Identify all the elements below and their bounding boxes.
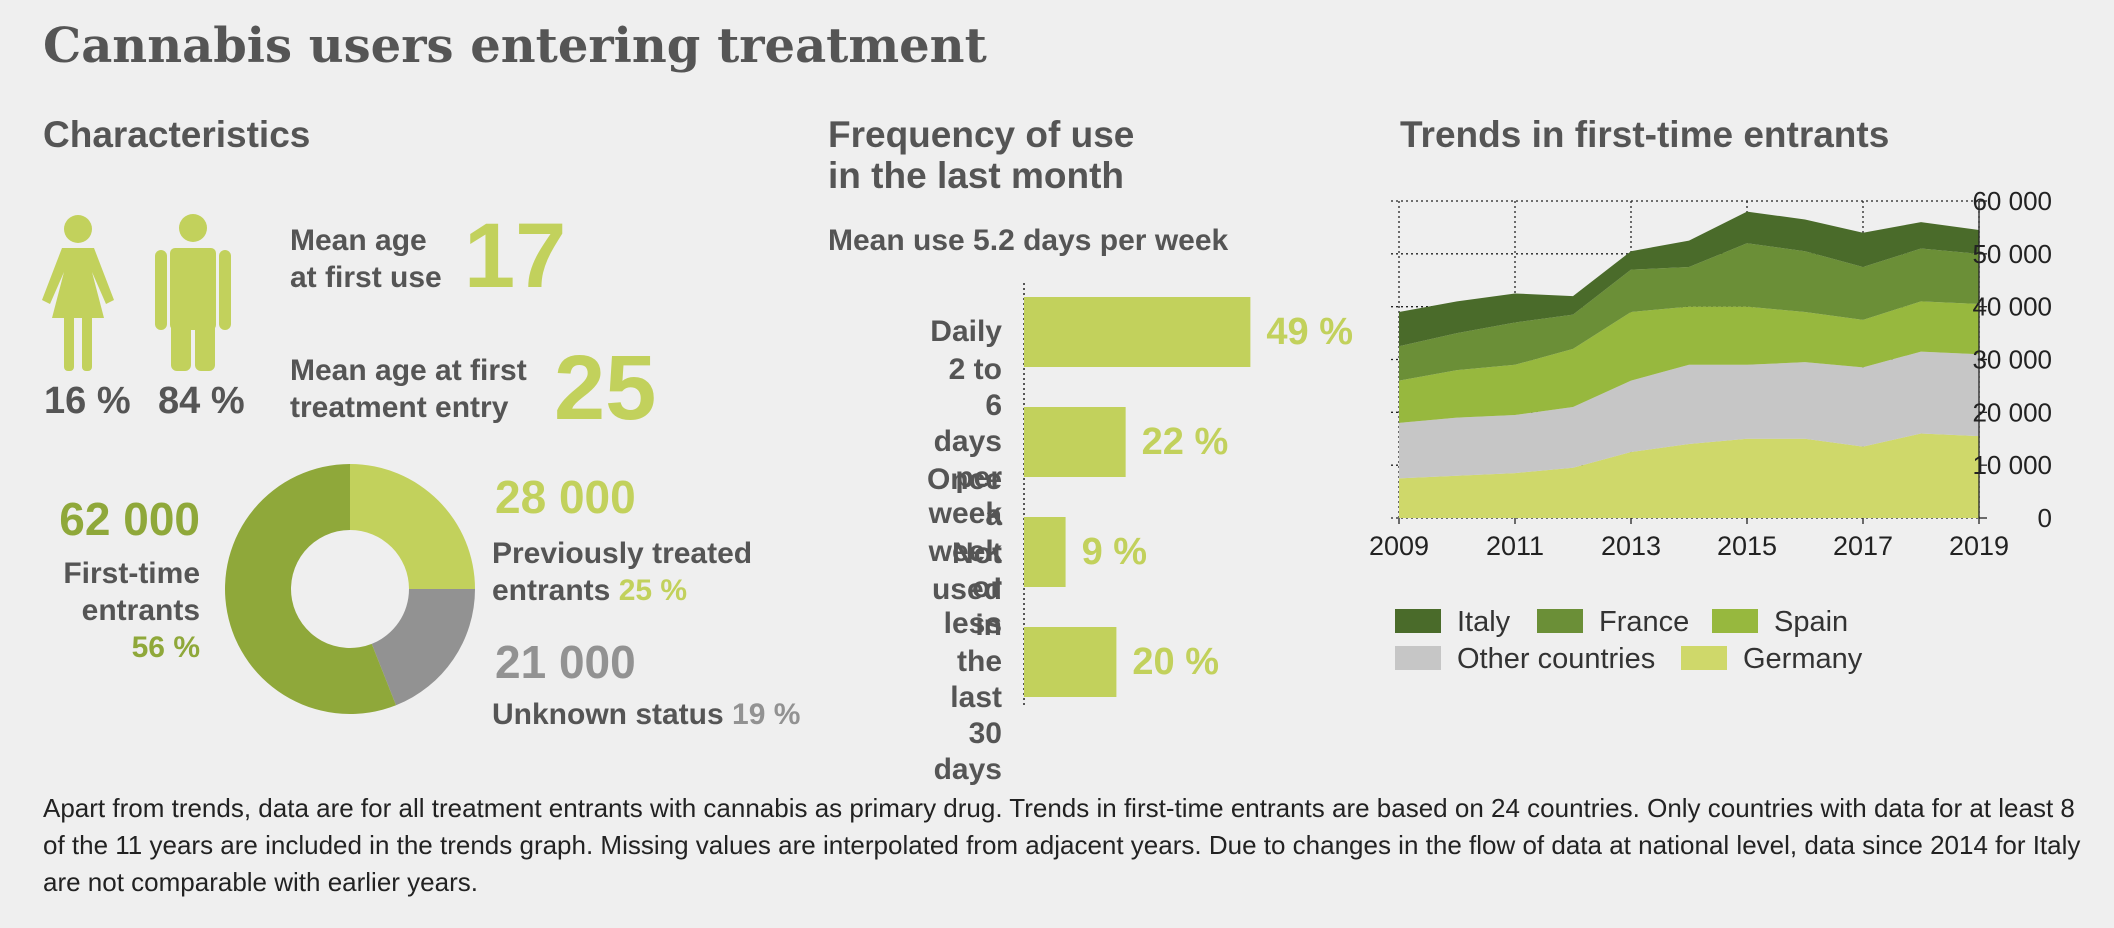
area bbox=[1399, 243, 1979, 381]
x-tick-label: 2019 bbox=[1949, 531, 2009, 561]
area bbox=[1399, 211, 1979, 347]
chart-title: Frequency of use in the last month bbox=[828, 114, 1135, 196]
title: Cannabis users entering treatment bbox=[43, 18, 987, 74]
category-label: Once a week or less bbox=[926, 463, 1002, 640]
legend-swatch bbox=[1395, 646, 1441, 670]
donut-segment bbox=[225, 464, 397, 715]
segment-label: Unknown status 19 % bbox=[492, 696, 800, 733]
woman-icon bbox=[64, 314, 74, 371]
x-tick-label: 2017 bbox=[1833, 531, 1893, 561]
woman-icon bbox=[82, 314, 92, 371]
x-tick-label: 2015 bbox=[1717, 531, 1777, 561]
area bbox=[1399, 351, 1979, 479]
bar bbox=[1024, 407, 1126, 477]
footnote: Apart from trends, data are for all trea… bbox=[43, 793, 2081, 897]
y-tick-label: 30 000 bbox=[1972, 345, 2052, 375]
x-tick-label: 2013 bbox=[1601, 531, 1661, 561]
area bbox=[1399, 433, 1979, 518]
stat-value: 25 bbox=[554, 337, 657, 439]
value-label: 25 % bbox=[618, 574, 688, 607]
value-label: 20 % bbox=[1132, 641, 1220, 683]
count-label: 28 000 bbox=[495, 471, 636, 523]
value-label: 49 % bbox=[1266, 311, 1353, 353]
gender-share: 16 % bbox=[44, 380, 131, 422]
legend-label: France bbox=[1599, 606, 1689, 638]
legend-swatch bbox=[1712, 609, 1758, 633]
gender-share: 84 % bbox=[158, 380, 245, 422]
y-tick-label: 40 000 bbox=[1972, 292, 2052, 322]
count-label: 21 000 bbox=[495, 636, 636, 688]
legend-label: Spain bbox=[1774, 606, 1848, 638]
y-tick-label: 20 000 bbox=[1972, 397, 2052, 427]
category-label: Daily bbox=[930, 315, 1002, 348]
donut-segment bbox=[371, 589, 475, 706]
value-label: 19 % bbox=[732, 698, 801, 731]
stat-label: Mean age at first treatment entry bbox=[290, 354, 527, 424]
legend-label: Italy bbox=[1457, 606, 1511, 638]
category-label: 2 to 6 days per week bbox=[928, 353, 1003, 530]
y-tick-label: 50 000 bbox=[1972, 239, 2052, 269]
category-label: Not used in the last 30 days bbox=[931, 537, 1003, 786]
section-heading: Characteristics bbox=[43, 114, 311, 155]
donut-segment bbox=[350, 464, 475, 589]
y-tick-label: 60 000 bbox=[1972, 186, 2052, 216]
man-icon bbox=[179, 214, 207, 242]
x-tick-label: 2009 bbox=[1369, 531, 1429, 561]
count-label: 62 000 bbox=[59, 493, 200, 545]
x-tick-label: 2011 bbox=[1486, 531, 1544, 561]
legend-swatch bbox=[1681, 646, 1727, 670]
y-tick-label: 0 bbox=[2038, 503, 2052, 533]
area bbox=[1399, 301, 1979, 423]
value-label: 22 % bbox=[1141, 421, 1229, 463]
woman-icon bbox=[42, 248, 114, 318]
bar bbox=[1024, 627, 1117, 697]
stat-value: 17 bbox=[464, 205, 567, 307]
category-label: First-time entrants bbox=[63, 557, 200, 627]
man-icon bbox=[219, 250, 231, 330]
legend-swatch bbox=[1537, 609, 1583, 633]
man-icon bbox=[155, 250, 167, 330]
bar bbox=[1024, 297, 1251, 367]
chart-title: Trends in first-time entrants bbox=[1400, 114, 1890, 155]
legend-label: Other countries bbox=[1457, 643, 1655, 675]
bar bbox=[1024, 517, 1066, 587]
value-label: 56 % bbox=[131, 631, 200, 664]
woman-icon bbox=[64, 215, 92, 243]
legend-swatch bbox=[1395, 609, 1441, 633]
category-label: Unknown status bbox=[492, 698, 724, 731]
legend-label: Germany bbox=[1743, 643, 1863, 675]
segment-label: Previously treated entrants 25 % bbox=[492, 535, 802, 609]
man-icon bbox=[195, 320, 215, 371]
segment-label: First-time entrants 56 % bbox=[0, 555, 200, 666]
chart-subtitle: Mean use 5.2 days per week bbox=[828, 224, 1229, 257]
y-tick-label: 10 000 bbox=[1972, 450, 2052, 480]
category-label: Previously treated entrants bbox=[492, 537, 753, 607]
stat-label: Mean age at first use bbox=[290, 224, 442, 294]
value-label: 9 % bbox=[1081, 531, 1148, 573]
man-icon bbox=[171, 320, 191, 371]
gender-icons bbox=[42, 214, 231, 371]
man-icon bbox=[170, 248, 216, 330]
